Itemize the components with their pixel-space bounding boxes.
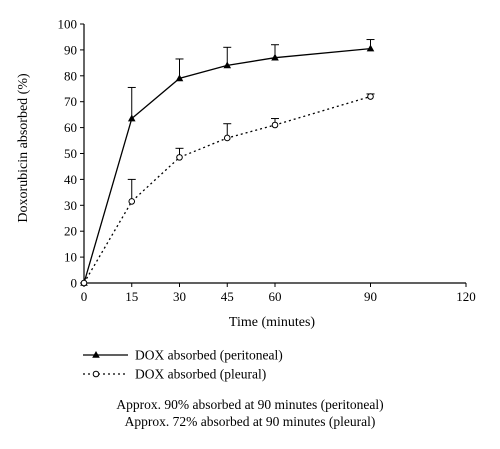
- series-line: [83, 47, 371, 284]
- y-tick-label: 0: [71, 276, 78, 291]
- x-tick-label: 120: [456, 289, 476, 304]
- data-point: [127, 114, 136, 122]
- y-tick-label: 60: [64, 120, 77, 135]
- data-point: [271, 53, 279, 61]
- y-tick-label: 40: [64, 172, 77, 187]
- x-tick-label: 90: [364, 289, 377, 304]
- data-point: [223, 134, 231, 142]
- data-point: [80, 279, 88, 287]
- y-tick-label: 10: [64, 250, 77, 265]
- x-tick-label: 15: [125, 289, 138, 304]
- x-tick-label: 30: [173, 289, 186, 304]
- legend-marker: [92, 370, 100, 378]
- series-lines: [83, 47, 371, 284]
- tick-labels: 0 10 20 30 40 50 60 70 80 90 100 0 15 30 45 60 90 120: [58, 17, 476, 305]
- y-tick-label: 100: [58, 17, 78, 32]
- x-axis-label: Time (minutes): [229, 315, 316, 330]
- annotation-peritoneal: Approx. 90% absorbed at 90 minutes (peri…: [116, 397, 384, 412]
- error-bars: [127, 39, 375, 202]
- data-point: [367, 93, 374, 100]
- y-tick-label: 90: [64, 42, 77, 57]
- series-markers: [80, 44, 375, 287]
- data-point: [175, 74, 184, 82]
- legend-label: DOX absorbed (peritoneal): [135, 348, 283, 363]
- data-point: [176, 154, 183, 161]
- data-point: [128, 198, 136, 205]
- x-tick-label: 0: [81, 289, 88, 304]
- y-tick-label: 50: [64, 146, 77, 161]
- data-point: [366, 44, 375, 52]
- annotation-pleural: Approx. 72% absorbed at 90 minutes (pleu…: [124, 414, 376, 429]
- y-tick-label: 70: [64, 94, 77, 109]
- legend: DOX absorbed (peritoneal) DOX absorbed (p…: [83, 348, 283, 382]
- x-tick-label: 45: [221, 289, 234, 304]
- y-axis-label: Doxorubicin absorbed (%): [16, 73, 31, 223]
- series-line: [83, 95, 371, 284]
- y-tick-label: 30: [64, 198, 77, 213]
- y-tick-label: 80: [64, 68, 77, 83]
- data-point: [223, 61, 232, 69]
- legend-label: DOX absorbed (pleural): [135, 367, 266, 382]
- x-tick-label: 60: [269, 289, 282, 304]
- data-point: [271, 121, 279, 129]
- axes: [80, 23, 467, 287]
- y-tick-label: 20: [64, 224, 77, 239]
- legend-marker: [92, 351, 100, 358]
